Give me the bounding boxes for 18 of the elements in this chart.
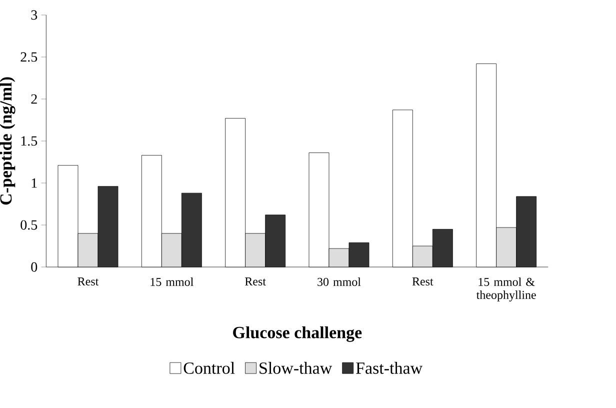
y-tick-label: 1.5 — [21, 136, 38, 146]
y-tick-label: 2.5 — [20, 52, 38, 62]
x-tick-label: Rest — [245, 278, 266, 286]
x-tick-label: 15 mmol & theophylline — [476, 278, 536, 302]
y-tick-label: 2 — [31, 94, 37, 104]
legend-label: Slow-thaw — [260, 362, 332, 374]
y-tick-label: 1 — [32, 178, 37, 188]
y-tick-label: 0.5 — [20, 220, 38, 230]
x-tick-label: 30 mmol — [318, 278, 361, 286]
x-tick-label: 15 mmol — [150, 278, 194, 286]
y-tick-label: 0 — [31, 262, 38, 272]
y-axis-title: C-peptide (ng/ml) — [0, 77, 16, 205]
legend-label: Control — [184, 362, 235, 374]
legend-label: Fast-thaw — [356, 362, 423, 374]
x-axis-title: Glucose challenge — [233, 326, 362, 342]
x-tick-label: Rest — [78, 278, 99, 286]
y-tick-label: 3 — [31, 10, 38, 20]
x-tick-label: Rest — [412, 278, 434, 286]
